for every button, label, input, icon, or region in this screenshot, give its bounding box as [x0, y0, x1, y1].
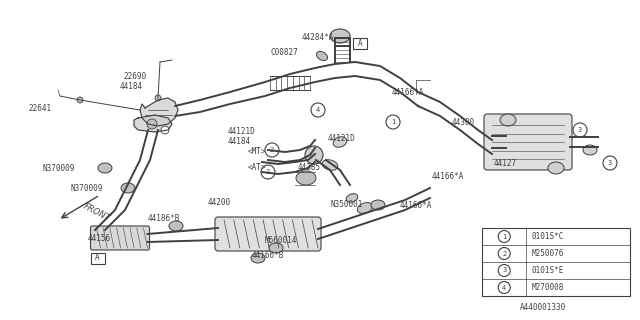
Text: N350001: N350001 — [330, 199, 362, 209]
Text: 1: 1 — [391, 119, 395, 125]
Ellipse shape — [269, 243, 283, 253]
Ellipse shape — [548, 162, 564, 174]
Text: 44121D: 44121D — [328, 133, 356, 142]
Circle shape — [386, 115, 400, 129]
Circle shape — [498, 230, 510, 243]
Text: 2: 2 — [270, 147, 274, 153]
Text: N370009: N370009 — [70, 183, 102, 193]
Ellipse shape — [322, 160, 338, 170]
Circle shape — [603, 156, 617, 170]
Text: 44127: 44127 — [494, 158, 517, 167]
Text: A: A — [358, 38, 362, 47]
Ellipse shape — [316, 52, 328, 60]
Text: M250076: M250076 — [531, 249, 564, 258]
Ellipse shape — [583, 145, 597, 155]
Text: N370009: N370009 — [42, 164, 74, 172]
Circle shape — [265, 143, 279, 157]
Ellipse shape — [357, 203, 372, 213]
Text: <AT>: <AT> — [248, 163, 266, 172]
Text: <MT>: <MT> — [248, 147, 266, 156]
Text: 44121D: 44121D — [228, 126, 256, 135]
Ellipse shape — [330, 29, 350, 43]
Text: 3: 3 — [578, 127, 582, 133]
Text: 2: 2 — [266, 169, 270, 175]
Text: 44166*A: 44166*A — [392, 87, 424, 97]
Text: 44166*B: 44166*B — [252, 251, 284, 260]
Circle shape — [77, 97, 83, 103]
FancyBboxPatch shape — [90, 226, 150, 250]
Text: 0101S*E: 0101S*E — [531, 266, 564, 275]
Text: 44284*A: 44284*A — [302, 33, 334, 42]
Circle shape — [498, 265, 510, 276]
Text: 22690: 22690 — [123, 71, 146, 81]
Bar — [90, 252, 104, 263]
Circle shape — [573, 123, 587, 137]
Text: FRONT: FRONT — [82, 202, 111, 224]
Ellipse shape — [346, 194, 358, 202]
Text: A: A — [95, 253, 100, 262]
Text: M270008: M270008 — [531, 283, 564, 292]
Text: 44156: 44156 — [88, 234, 111, 243]
Ellipse shape — [98, 163, 112, 173]
Ellipse shape — [296, 171, 316, 185]
Text: 44300: 44300 — [452, 117, 475, 126]
Text: 44200: 44200 — [208, 197, 231, 206]
Ellipse shape — [371, 200, 385, 210]
Ellipse shape — [305, 146, 323, 164]
Text: C00827: C00827 — [270, 47, 298, 57]
Text: 3: 3 — [502, 268, 506, 274]
Circle shape — [147, 119, 157, 129]
Text: 4: 4 — [316, 107, 320, 113]
Text: 3: 3 — [608, 160, 612, 166]
Ellipse shape — [333, 137, 347, 147]
Circle shape — [161, 126, 169, 134]
FancyBboxPatch shape — [215, 217, 321, 251]
Text: 44166*A: 44166*A — [400, 201, 433, 210]
Circle shape — [498, 247, 510, 260]
FancyBboxPatch shape — [484, 114, 572, 170]
Circle shape — [155, 95, 161, 101]
Ellipse shape — [169, 221, 183, 231]
Bar — [353, 37, 367, 49]
Text: 44184: 44184 — [120, 82, 143, 91]
Text: 44166*A: 44166*A — [432, 172, 465, 180]
Polygon shape — [140, 98, 178, 126]
Bar — [482, 228, 630, 296]
Text: 0101S*C: 0101S*C — [531, 232, 564, 241]
Text: M660014: M660014 — [265, 236, 298, 244]
Text: 44184: 44184 — [228, 137, 251, 146]
Ellipse shape — [251, 253, 265, 263]
Polygon shape — [134, 115, 172, 132]
Circle shape — [311, 103, 325, 117]
Text: 1: 1 — [502, 234, 506, 239]
Text: 44186*B: 44186*B — [148, 213, 180, 222]
Text: 4: 4 — [502, 284, 506, 291]
Circle shape — [498, 282, 510, 293]
Text: 2: 2 — [502, 251, 506, 257]
Text: 22641: 22641 — [28, 103, 51, 113]
Circle shape — [261, 165, 275, 179]
Text: 44385: 44385 — [298, 163, 321, 172]
Text: A440001330: A440001330 — [520, 303, 566, 313]
Ellipse shape — [500, 114, 516, 126]
Ellipse shape — [121, 183, 135, 193]
